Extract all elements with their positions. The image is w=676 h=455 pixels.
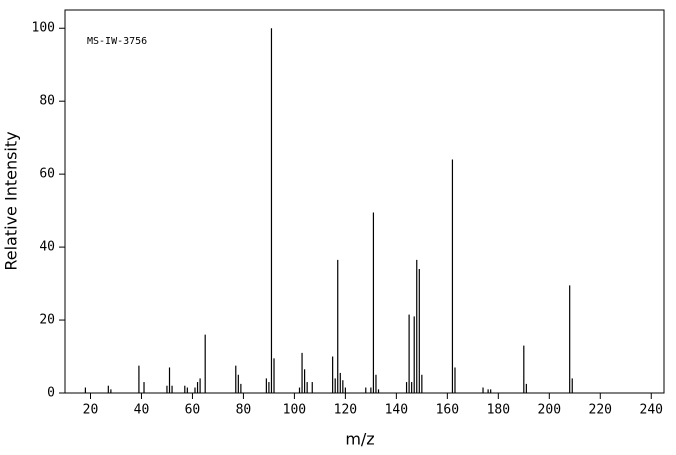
y-tick-label: 60 bbox=[39, 167, 55, 182]
x-tick-label: 200 bbox=[538, 403, 561, 418]
annotation: MS-IW-3756 bbox=[87, 36, 147, 47]
y-tick-label: 80 bbox=[39, 94, 55, 109]
x-tick-label: 100 bbox=[283, 403, 306, 418]
plot-frame bbox=[64, 9, 665, 394]
y-tick-label: 0 bbox=[47, 386, 55, 401]
y-tick-label: 100 bbox=[32, 21, 55, 36]
y-axis-label: Relative Intensity bbox=[2, 131, 21, 270]
x-tick-label: 160 bbox=[436, 403, 459, 418]
y-tick-label: 20 bbox=[39, 313, 55, 328]
x-tick-label: 20 bbox=[83, 403, 99, 418]
x-tick-label: 180 bbox=[487, 403, 510, 418]
x-tick-label: 240 bbox=[640, 403, 663, 418]
y-tick-label: 40 bbox=[39, 240, 55, 255]
x-tick-label: 60 bbox=[185, 403, 201, 418]
x-tick-label: 120 bbox=[334, 403, 357, 418]
x-tick-label: 40 bbox=[134, 403, 150, 418]
x-axis-label: m/z bbox=[345, 430, 374, 449]
x-tick-label: 220 bbox=[589, 403, 612, 418]
x-tick-label: 140 bbox=[385, 403, 408, 418]
x-tick-label: 80 bbox=[236, 403, 252, 418]
